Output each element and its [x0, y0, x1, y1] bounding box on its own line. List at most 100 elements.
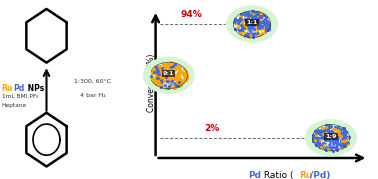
Point [172, 86, 178, 89]
Point [177, 66, 183, 69]
Point [236, 28, 242, 31]
Point [254, 11, 260, 13]
Point [164, 72, 170, 74]
Point [155, 68, 161, 71]
Point [259, 25, 265, 28]
Point [314, 142, 320, 145]
Point [235, 21, 241, 24]
Point [177, 66, 183, 69]
Text: Ratio (: Ratio ( [261, 171, 293, 179]
Point [168, 66, 174, 69]
Point [340, 137, 346, 140]
Point [330, 129, 336, 132]
Point [324, 129, 330, 132]
Point [247, 20, 253, 23]
Point [161, 67, 167, 70]
Point [171, 68, 177, 71]
Point [174, 80, 180, 83]
Point [246, 21, 252, 23]
Point [253, 32, 259, 35]
Point [165, 81, 171, 84]
Point [336, 127, 342, 130]
Point [345, 137, 351, 140]
Point [162, 78, 168, 81]
Point [178, 81, 184, 83]
Point [323, 124, 329, 126]
Point [332, 127, 338, 130]
Point [156, 66, 162, 69]
Point [256, 19, 262, 22]
Point [333, 132, 339, 135]
Point [156, 76, 163, 79]
Point [313, 134, 319, 137]
Point [159, 74, 165, 77]
Point [310, 140, 316, 143]
Point [317, 146, 323, 148]
Point [266, 22, 272, 25]
Point [248, 18, 254, 21]
Point [314, 137, 320, 140]
Point [325, 147, 331, 150]
Point [322, 127, 328, 129]
Point [170, 76, 177, 79]
Point [313, 134, 319, 137]
Point [161, 78, 167, 81]
Point [171, 78, 177, 81]
Point [166, 78, 172, 81]
Point [183, 78, 189, 81]
Point [253, 21, 259, 24]
Point [159, 84, 165, 87]
Point [248, 22, 254, 25]
Point [150, 70, 156, 73]
Point [232, 28, 239, 31]
Point [153, 69, 159, 71]
Point [149, 76, 155, 78]
Point [320, 132, 326, 135]
Point [266, 21, 272, 24]
Point [253, 22, 259, 25]
Point [313, 131, 319, 134]
Point [332, 127, 338, 130]
Point [154, 77, 160, 80]
Point [339, 147, 345, 150]
Point [327, 132, 333, 134]
Point [341, 144, 347, 147]
Point [319, 136, 325, 139]
Text: 1:1: 1:1 [246, 20, 258, 25]
Point [237, 29, 243, 32]
Point [330, 132, 336, 135]
Point [260, 14, 266, 17]
Point [321, 127, 327, 130]
Point [246, 30, 253, 32]
Point [340, 127, 346, 129]
Point [159, 73, 165, 76]
Point [163, 78, 169, 81]
Point [312, 129, 318, 132]
Point [338, 140, 344, 143]
Point [166, 85, 172, 88]
Point [167, 71, 173, 74]
Point [319, 126, 325, 129]
Point [172, 83, 178, 86]
Point [248, 17, 254, 20]
Point [168, 81, 174, 84]
Point [336, 137, 342, 139]
Point [327, 146, 333, 149]
Point [326, 144, 332, 147]
Point [324, 126, 330, 129]
Point [322, 145, 328, 148]
Point [336, 127, 342, 130]
Point [237, 16, 243, 19]
Point [154, 74, 160, 77]
Point [321, 130, 327, 133]
Point [336, 143, 342, 146]
Point [156, 72, 162, 75]
Point [151, 71, 157, 74]
Point [248, 11, 254, 14]
Point [258, 20, 264, 23]
Point [330, 149, 336, 152]
Point [324, 134, 330, 137]
Point [317, 143, 323, 146]
Point [335, 131, 341, 134]
Point [241, 12, 247, 15]
